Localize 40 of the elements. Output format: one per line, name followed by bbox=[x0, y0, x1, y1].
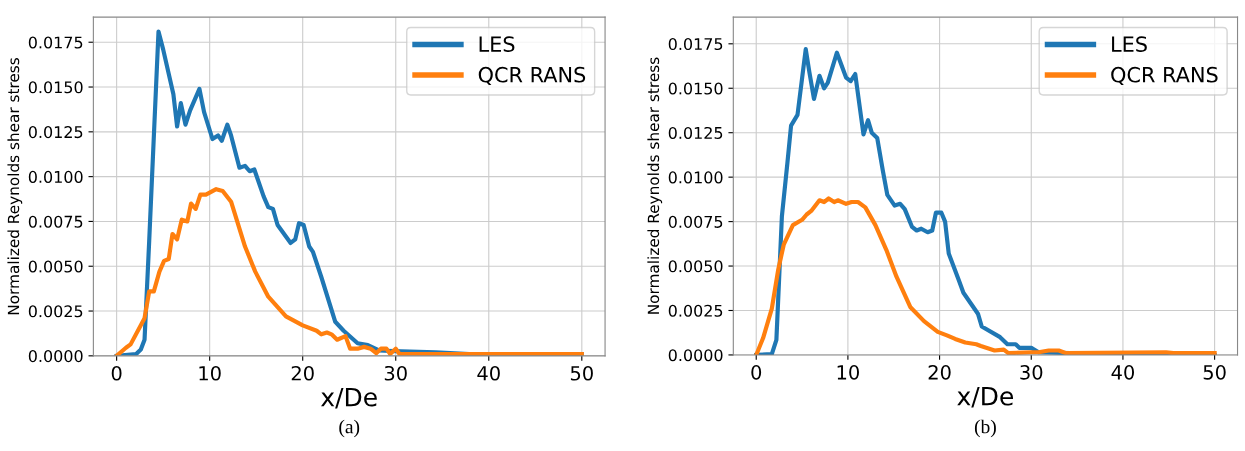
y-tick-label: 0.0175 bbox=[28, 36, 83, 49]
y-tick-label: 0.0075 bbox=[28, 215, 83, 228]
x-tick-label: 20 bbox=[928, 365, 951, 380]
x-axis-title: x/De bbox=[957, 387, 1014, 408]
y-tick-label: 0.0050 bbox=[668, 260, 723, 273]
line-series bbox=[114, 187, 584, 356]
y-tick-label: 0.0125 bbox=[28, 126, 83, 139]
y-tick-label: 0.0125 bbox=[668, 126, 723, 139]
y-axis-title: Normalized Reynolds shear stress bbox=[647, 57, 663, 314]
x-tick-label: 0 bbox=[111, 365, 122, 381]
x-tick-label: 10 bbox=[837, 365, 859, 380]
y-tick-label: 0.0075 bbox=[668, 215, 723, 228]
x-tick-label: 40 bbox=[477, 365, 500, 381]
legend-label: LES bbox=[479, 36, 515, 53]
y-tick-label: 0.0150 bbox=[28, 81, 83, 94]
y-tick-label: 0.0000 bbox=[668, 349, 723, 362]
y-axis-title: Normalized Reynolds shear stress bbox=[7, 58, 23, 315]
x-tick-label: 30 bbox=[384, 365, 407, 381]
x-tick-label: 50 bbox=[570, 365, 593, 381]
x-tick-label: 40 bbox=[1111, 365, 1135, 380]
legend-label: QCR RANS bbox=[1111, 66, 1218, 85]
x-tick-label: 0 bbox=[751, 365, 762, 380]
y-tick-label: 0.0025 bbox=[28, 305, 83, 318]
y-tick-label: 0.0050 bbox=[28, 260, 83, 273]
x-axis-title: x/De bbox=[321, 387, 377, 409]
y-tick-label: 0.0150 bbox=[668, 82, 723, 95]
legend-label: QCR RANS bbox=[478, 66, 586, 85]
text: (b) bbox=[974, 419, 996, 438]
x-tick-label: 20 bbox=[291, 365, 314, 381]
line-series bbox=[754, 196, 1217, 355]
y-tick-label: 0.0025 bbox=[668, 304, 723, 317]
x-tick-label: 50 bbox=[1203, 365, 1226, 380]
y-tick-label: 0.0100 bbox=[28, 170, 83, 183]
y-tick-label: 0.0100 bbox=[668, 171, 723, 184]
x-tick-label: 10 bbox=[199, 365, 221, 381]
y-tick-label: 0.0175 bbox=[668, 38, 723, 51]
text: (a) bbox=[339, 419, 360, 438]
x-tick-label: 30 bbox=[1020, 365, 1043, 380]
legend-label: LES bbox=[1112, 36, 1147, 53]
y-tick-label: 0.0000 bbox=[28, 350, 83, 363]
